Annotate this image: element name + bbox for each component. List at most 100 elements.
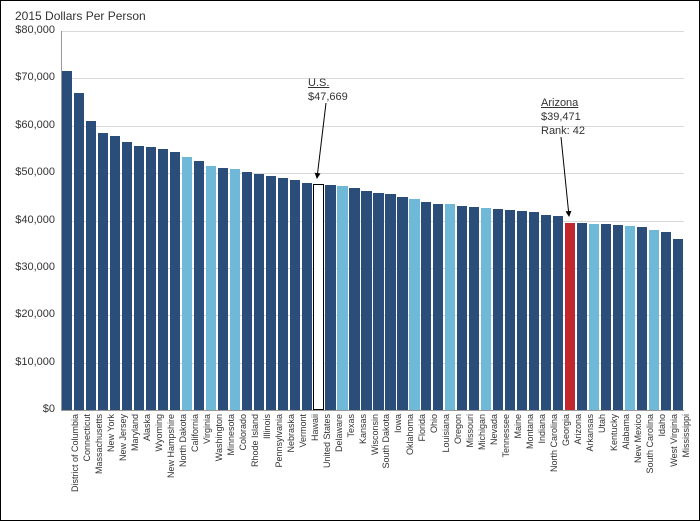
bar xyxy=(529,212,539,410)
bar xyxy=(266,176,276,411)
x-tick-label: Arkansas xyxy=(585,414,595,514)
bar xyxy=(469,207,479,410)
x-tick-label: United States xyxy=(322,414,332,514)
x-tick-label: Missouri xyxy=(465,414,475,514)
bar xyxy=(553,216,563,410)
x-tick-label: New York xyxy=(106,414,116,514)
x-tick-label: Virginia xyxy=(202,414,212,514)
bar xyxy=(170,152,180,410)
x-tick-label: Indiana xyxy=(537,414,547,514)
bar xyxy=(337,186,347,410)
x-tick-label: North Carolina xyxy=(549,414,559,514)
callout-az: Arizona$39,471Rank: 42 xyxy=(541,97,585,138)
x-tick-label: Alabama xyxy=(621,414,631,514)
callout-us: U.S.$47,669 xyxy=(308,77,348,105)
x-tick-label: North Dakota xyxy=(178,414,188,514)
x-tick-label: Florida xyxy=(417,414,427,514)
x-tick-label: Colorado xyxy=(238,414,248,514)
bar xyxy=(433,204,443,410)
x-tick-label: New Mexico xyxy=(633,414,643,514)
y-tick-label: $40,000 xyxy=(1,214,55,226)
bar xyxy=(206,166,216,410)
x-tick-label: South Dakota xyxy=(381,414,391,514)
x-tick-label: Kansas xyxy=(358,414,368,514)
x-tick-label: Montana xyxy=(525,414,535,514)
y-tick-label: $0 xyxy=(1,403,55,415)
bar xyxy=(409,199,419,410)
x-tick-label: Ohio xyxy=(429,414,439,514)
bar xyxy=(349,188,359,410)
bar xyxy=(242,172,252,410)
x-tick-label: Tennessee xyxy=(501,414,511,514)
x-tick-label: Louisiana xyxy=(441,414,451,514)
bar xyxy=(625,226,635,410)
bar xyxy=(649,230,659,410)
bar xyxy=(637,227,647,410)
chart-title: 2015 Dollars Per Person xyxy=(15,9,146,23)
x-tick-label: Mississippi xyxy=(681,414,691,514)
x-tick-label: District of Columbia xyxy=(70,414,80,514)
bar xyxy=(194,161,204,410)
bar xyxy=(158,149,168,410)
x-tick-label: Maine xyxy=(513,414,523,514)
bar xyxy=(421,202,431,410)
bar xyxy=(146,147,156,410)
x-tick-label: New Hampshire xyxy=(166,414,176,514)
x-tick-label: Georgia xyxy=(561,414,571,514)
x-tick-label: Oklahoma xyxy=(405,414,415,514)
x-tick-label: Nevada xyxy=(489,414,499,514)
y-tick-label: $20,000 xyxy=(1,308,55,320)
x-tick-label: Illinois xyxy=(262,414,272,514)
x-tick-label: Connecticut xyxy=(82,414,92,514)
x-tick-label: Nebraska xyxy=(286,414,296,514)
x-tick-label: Delaware xyxy=(334,414,344,514)
bar xyxy=(74,93,84,410)
x-tick-label: New Jersey xyxy=(118,414,128,514)
x-tick-label: Idaho xyxy=(657,414,667,514)
x-tick-label: Arizona xyxy=(573,414,583,514)
x-tick-label: Minnesota xyxy=(226,414,236,514)
y-tick-label: $30,000 xyxy=(1,261,55,273)
bar xyxy=(505,210,515,410)
bar xyxy=(457,206,467,410)
bar xyxy=(673,239,683,410)
bar xyxy=(313,184,323,410)
x-tick-label: Massachusetts xyxy=(94,414,104,514)
x-tick-label: Maryland xyxy=(130,414,140,514)
y-tick-label: $50,000 xyxy=(1,166,55,178)
bar xyxy=(254,174,264,410)
bar xyxy=(373,193,383,410)
bar xyxy=(601,224,611,410)
bar xyxy=(565,223,575,410)
x-tick-label: Hawaii xyxy=(310,414,320,514)
bar xyxy=(541,215,551,410)
bar xyxy=(218,168,228,410)
bar xyxy=(122,142,132,410)
bar xyxy=(361,191,371,410)
x-tick-label: Iowa xyxy=(393,414,403,514)
bar xyxy=(230,169,240,410)
bar xyxy=(325,185,335,411)
bar xyxy=(517,211,527,410)
bar xyxy=(278,178,288,410)
x-tick-label: Washington xyxy=(214,414,224,514)
bar xyxy=(445,204,455,410)
x-tick-label: Rhode Island xyxy=(250,414,260,514)
x-tick-label: South Carolina xyxy=(645,414,655,514)
bar xyxy=(98,133,108,410)
bar xyxy=(182,157,192,410)
x-tick-label: Utah xyxy=(597,414,607,514)
y-tick-label: $60,000 xyxy=(1,119,55,131)
x-tick-label: Michigan xyxy=(477,414,487,514)
y-tick-label: $10,000 xyxy=(1,356,55,368)
x-tick-label: Texas xyxy=(346,414,356,514)
y-tick-label: $70,000 xyxy=(1,71,55,83)
x-axis xyxy=(61,410,684,411)
bar xyxy=(110,136,120,410)
bar xyxy=(613,225,623,410)
bar xyxy=(493,209,503,410)
bar xyxy=(62,71,72,410)
bar xyxy=(661,232,671,410)
bar xyxy=(577,223,587,410)
bar xyxy=(302,183,312,410)
